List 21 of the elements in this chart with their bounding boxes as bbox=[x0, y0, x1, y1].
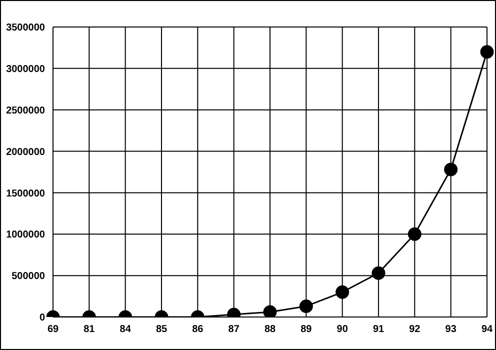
y-tick-label: 3500000 bbox=[6, 22, 46, 34]
x-tick-label: 91 bbox=[372, 324, 384, 336]
x-tick-label: 87 bbox=[228, 324, 240, 336]
x-tick-label: 88 bbox=[264, 324, 276, 336]
x-tick-label: 94 bbox=[481, 324, 493, 336]
y-tick-label: 2000000 bbox=[6, 146, 46, 158]
x-tick-label: 89 bbox=[300, 324, 312, 336]
x-tick-label: 92 bbox=[409, 324, 421, 336]
x-tick-label: 81 bbox=[84, 324, 96, 336]
y-tick-label: 1500000 bbox=[6, 188, 46, 200]
x-tick-label: 69 bbox=[47, 324, 59, 336]
x-tick-label: 85 bbox=[156, 324, 168, 336]
x-tick-label: 93 bbox=[445, 324, 457, 336]
x-tick-label: 86 bbox=[192, 324, 204, 336]
x-tick-label: 84 bbox=[120, 324, 132, 336]
y-tick-label: 1000000 bbox=[6, 230, 46, 241]
x-tick-label: 90 bbox=[336, 324, 348, 336]
y-tick-label: 0 bbox=[39, 312, 46, 324]
y-tick-label: 500000 bbox=[12, 271, 46, 282]
y-tick-label: 3000000 bbox=[6, 64, 46, 75]
y-tick-label: 2500000 bbox=[6, 105, 46, 116]
